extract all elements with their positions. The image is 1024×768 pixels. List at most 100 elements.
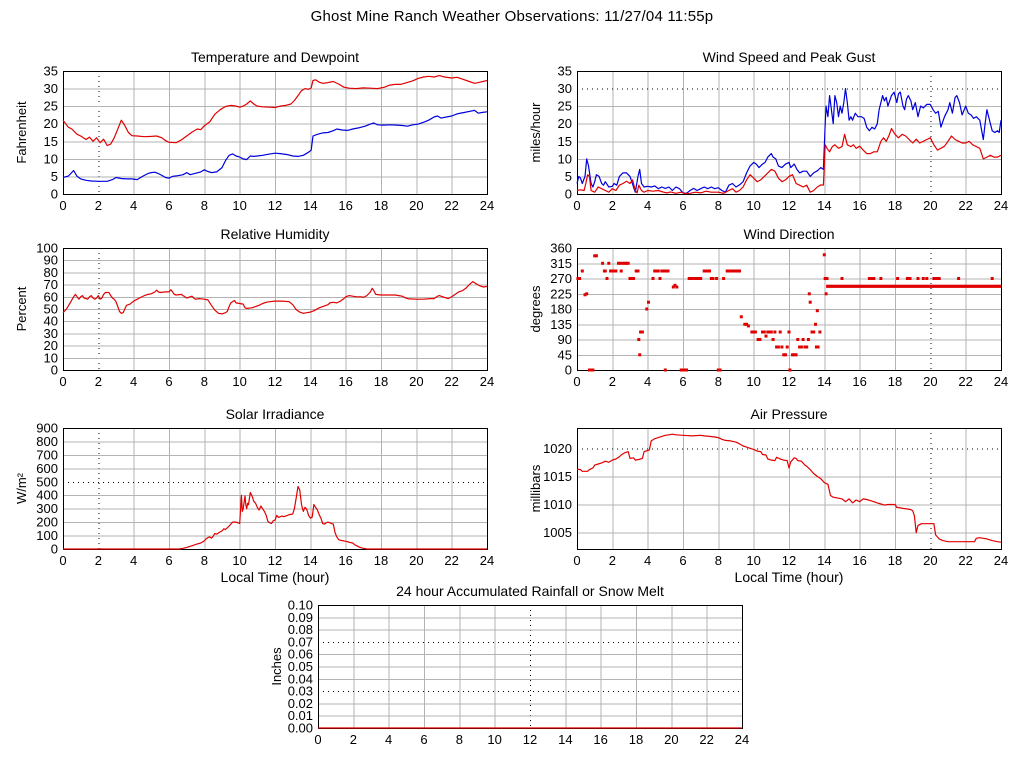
y-tick-label: 50 <box>44 302 58 317</box>
data-point <box>656 269 660 273</box>
gridlines <box>63 71 487 194</box>
data-point <box>872 277 876 280</box>
data-point <box>752 330 756 334</box>
data-point <box>605 277 609 280</box>
data-point <box>587 368 591 372</box>
data-point <box>776 345 780 349</box>
x-tick-label: 14 <box>817 374 831 389</box>
x-tick-label: 0 <box>573 198 580 213</box>
y-tick-label: 0.02 <box>288 696 313 711</box>
data-point <box>638 353 642 357</box>
y-axis-label: Fahrenheit <box>14 101 29 164</box>
x-tick-label: 20 <box>409 198 423 213</box>
data-point <box>607 261 611 265</box>
plot-border <box>577 71 1002 195</box>
data-point <box>708 269 711 273</box>
data-point <box>664 269 668 273</box>
y-tick-label: 0.05 <box>288 659 313 674</box>
chart-humidity: 0 2 4 6 8 10 12 14 16 18 20 22 240102030405060708090… <box>14 226 494 389</box>
chart-pressure: 0 2 4 6 8 10 12 14 16 18 20 22 241005101010151020Air… <box>528 406 1008 585</box>
x-tick-label: 6 <box>165 198 172 213</box>
data-point <box>824 292 828 296</box>
x-tick-label: 20 <box>409 374 423 389</box>
x-tick-label: 22 <box>699 732 713 747</box>
data-point <box>580 269 584 273</box>
data-point <box>704 269 708 273</box>
data-point <box>639 330 643 334</box>
y-tick-label: 15 <box>558 134 572 149</box>
chart-temperature: 0 2 4 6 8 10 12 14 16 18 20 22 2405101520253035Tempe… <box>14 49 494 213</box>
data-point <box>738 269 741 273</box>
y-tick-label: 90 <box>558 332 572 347</box>
data-point <box>794 353 798 357</box>
data-point <box>722 277 726 280</box>
y-axis-label: degrees <box>528 285 543 332</box>
y-tick-label: 0 <box>565 187 572 202</box>
data-point <box>775 345 779 349</box>
data-point <box>711 277 715 280</box>
data-point <box>634 269 638 273</box>
data-point <box>623 261 627 265</box>
data-point <box>671 285 675 289</box>
data-point <box>666 269 670 273</box>
x-tick-label: 20 <box>409 553 423 568</box>
y-tick-label: 5 <box>565 169 572 184</box>
series-relative-humidity-line <box>62 281 488 315</box>
data-point <box>788 368 792 372</box>
data-point <box>662 269 666 273</box>
gridlines <box>63 428 487 549</box>
chart-title: Air Pressure <box>750 406 827 422</box>
data-point <box>784 353 787 357</box>
data-point <box>693 277 696 280</box>
data-point <box>716 368 720 372</box>
x-tick-label: 6 <box>420 732 427 747</box>
data-point <box>594 254 598 258</box>
data-point <box>932 277 936 280</box>
data-point <box>745 322 749 326</box>
data-point <box>609 269 613 273</box>
x-tick-label: 16 <box>852 198 866 213</box>
x-tick-label: 6 <box>679 374 686 389</box>
data-point <box>632 277 635 280</box>
y-tick-label: 25 <box>44 99 58 114</box>
data-point <box>782 353 786 357</box>
x-tick-label: 8 <box>456 732 463 747</box>
x-tick-label: 8 <box>201 553 208 568</box>
y-axis-label: Inches <box>269 647 284 686</box>
gridlines <box>318 605 742 728</box>
x-tick-label: 20 <box>923 553 937 568</box>
x-tick-label: 10 <box>746 198 760 213</box>
x-tick-label: 24 <box>480 374 494 389</box>
data-point <box>750 330 754 334</box>
series-wind-speed-line <box>576 128 1002 195</box>
y-tick-label: 500 <box>36 474 58 489</box>
x-tick-label: 0 <box>59 553 66 568</box>
y-axis-label: W/m² <box>14 472 29 504</box>
x-tick-label: 24 <box>735 732 749 747</box>
tick-labels: 0 2 4 6 8 10 12 14 16 18 20 22 240102030405060708090… <box>36 241 494 390</box>
plot-border <box>577 428 1002 550</box>
data-point <box>673 283 677 287</box>
x-tick-label: 0 <box>573 553 580 568</box>
y-tick-label: 1010 <box>543 497 572 512</box>
y-tick-label: 10 <box>44 350 58 365</box>
data-point <box>736 269 740 273</box>
y-tick-label: 0.00 <box>288 721 313 736</box>
x-tick-label: 12 <box>523 732 537 747</box>
plot-border <box>63 428 488 550</box>
x-tick-label: 10 <box>487 732 501 747</box>
x-tick-label: 20 <box>664 732 678 747</box>
y-tick-label: 90 <box>44 253 58 268</box>
x-tick-label: 22 <box>444 374 458 389</box>
x-tick-label: 6 <box>165 374 172 389</box>
y-tick-label: 1005 <box>543 525 572 540</box>
data-point <box>636 269 640 273</box>
data-point <box>727 269 731 273</box>
x-tick-label: 18 <box>888 553 902 568</box>
data-point <box>773 330 777 334</box>
x-tick-label: 2 <box>350 732 357 747</box>
data-point <box>625 261 628 265</box>
y-tick-label: 20 <box>44 116 58 131</box>
